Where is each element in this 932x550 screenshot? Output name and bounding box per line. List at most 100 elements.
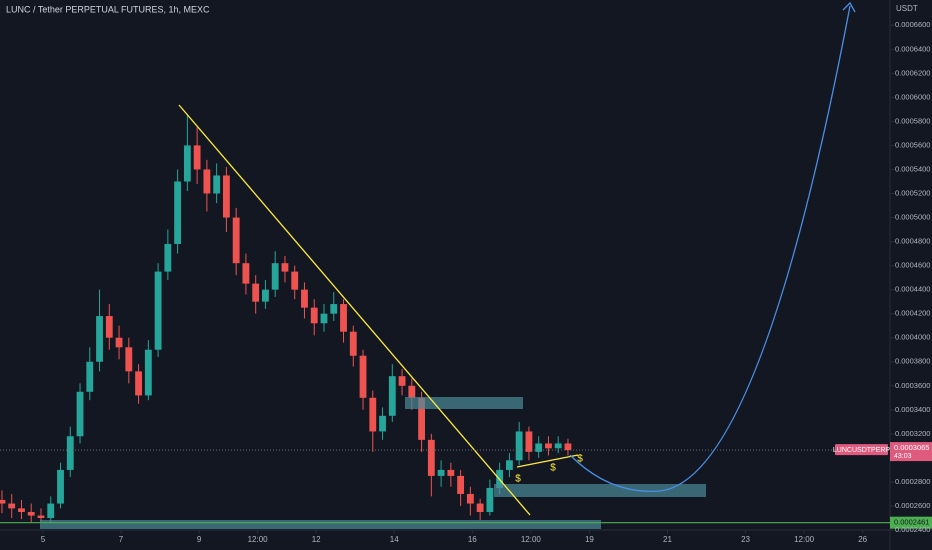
x-tick-label: 12:00 [248, 535, 269, 544]
candle-body [447, 469, 455, 476]
y-tick-label: 0.0004000 [895, 333, 930, 342]
y-tick-label: 0.0006000 [895, 92, 930, 101]
candle-body [515, 431, 523, 461]
candle-body [115, 337, 123, 348]
y-tick-label: 0.0005800 [895, 116, 930, 125]
candle-body [125, 347, 133, 372]
axis-unit: USDT [896, 4, 918, 13]
chart-title: LUNC / Tether PERPETUAL FUTURES, 1h, MEX… [6, 4, 210, 14]
x-tick-label: 16 [468, 535, 477, 544]
y-tick-label: 0.0002800 [895, 477, 930, 486]
candle-body [144, 349, 152, 396]
y-tick-label: 0.0005600 [895, 140, 930, 149]
annotation: $ [577, 454, 583, 465]
candle-body [310, 307, 318, 324]
candle-body [466, 493, 474, 504]
x-tick-label: 12:00 [521, 535, 542, 544]
x-tick-label: 12 [312, 535, 321, 544]
candle-body [154, 271, 162, 350]
candle-body [174, 181, 182, 244]
y-tick-label: 0.0004800 [895, 237, 930, 246]
candle-body [57, 469, 64, 504]
candle-body [525, 431, 533, 452]
candle-body [359, 355, 367, 398]
candle-body [105, 316, 113, 338]
x-tick-label: 5 [41, 535, 46, 544]
candle-body [37, 515, 45, 518]
candle-body [476, 503, 484, 512]
candle-body [369, 397, 377, 432]
candle-body [76, 391, 84, 437]
symbol-tag [835, 444, 888, 456]
x-tick-label: 26 [858, 535, 867, 544]
x-tick-label: 9 [197, 535, 202, 544]
y-tick-label: 0.0006400 [895, 44, 930, 53]
candle-body [271, 263, 279, 290]
y-tick-label: 0.0002400 [895, 525, 930, 534]
candle-body [47, 503, 55, 518]
y-tick-label: 0.0006200 [895, 68, 930, 77]
level-tag [890, 516, 932, 529]
y-tick-label: 0.0005200 [895, 188, 930, 197]
x-tick-label: 14 [390, 535, 399, 544]
candle-body [379, 415, 386, 432]
candle-body [301, 289, 308, 308]
plot [0, 115, 572, 523]
candle-body [232, 217, 240, 264]
candle-body [193, 145, 201, 170]
candle-body [330, 304, 338, 314]
candle-body [242, 263, 250, 284]
candle-body [554, 443, 562, 449]
candle-body [86, 361, 94, 392]
level-label: 0.0002461 [894, 518, 929, 527]
y-tick-label: 0.0003200 [895, 429, 930, 438]
y-tick-label: 0.0003600 [895, 381, 930, 390]
countdown: 43:03 [894, 453, 912, 460]
projection-arrow [842, 1, 856, 13]
x-tick-label: 23 [741, 535, 750, 544]
annotation: $ [515, 474, 521, 485]
trend-line [178, 104, 531, 516]
support-line [516, 454, 579, 468]
candle-body [164, 243, 172, 272]
drawings: $ $ $ [40, 1, 856, 529]
candle-body [213, 175, 221, 194]
candle-body [486, 487, 494, 512]
candle-body [545, 443, 552, 449]
symbol-label: LUNCUSDTPERP [833, 447, 891, 454]
candle-body [388, 376, 396, 416]
y-tick-label: 0.0003400 [895, 405, 930, 414]
candle-body [8, 503, 16, 509]
y-tick-label: 0.0005400 [895, 164, 930, 173]
candle-body [564, 443, 572, 451]
x-tick-label: 12:00 [794, 535, 815, 544]
y-tick-label: 0.0005000 [895, 213, 930, 222]
y-tick-label: 0.0004400 [895, 285, 930, 294]
candle-body [320, 313, 328, 324]
candle-body [66, 436, 74, 470]
price-tag [890, 442, 932, 462]
y-tick-label: 0.0006600 [895, 20, 930, 29]
x-tick-label: 19 [585, 535, 594, 544]
candle-body [203, 169, 211, 194]
candle-body [349, 331, 357, 356]
y-tick-label: 0.0004600 [895, 261, 930, 270]
candle-body [281, 263, 289, 272]
zone [494, 484, 706, 497]
candle-body [252, 283, 260, 302]
candle-body [291, 271, 299, 290]
candle-body [408, 385, 416, 398]
x-tick-label: 21 [663, 535, 672, 544]
candle-body [437, 469, 445, 476]
projection-curve [569, 5, 851, 493]
y-tick-label: 0.0003800 [895, 357, 930, 366]
candle-body [262, 289, 269, 302]
candle-body [0, 499, 6, 504]
candle-body [457, 475, 465, 494]
candle-body [505, 460, 513, 470]
x-tick-label: 7 [119, 535, 124, 544]
zone [40, 520, 601, 529]
zone [405, 397, 523, 409]
